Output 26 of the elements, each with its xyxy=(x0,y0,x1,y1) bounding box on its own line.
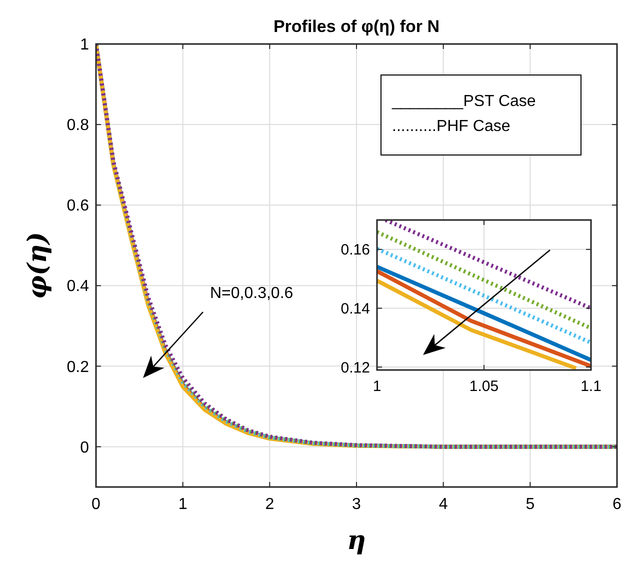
annotation: ..........PHF Case xyxy=(392,118,510,135)
x-tick-label: 4 xyxy=(438,496,448,513)
y-tick-label: 0.16 xyxy=(340,242,370,259)
x-axis-title: η xyxy=(347,526,366,556)
x-tick-label: 1 xyxy=(178,496,188,513)
y-tick-label: 0.14 xyxy=(340,300,370,318)
y-tick-label: 0.12 xyxy=(340,359,370,376)
x-tick-label: 1.1 xyxy=(580,378,602,395)
y-tick-label: 0.8 xyxy=(66,117,90,134)
x-tick-label: 1 xyxy=(372,378,382,395)
x-tick-label: 0 xyxy=(92,496,101,513)
y-tick-label: 0.6 xyxy=(66,198,90,215)
y-tick-label: 0.4 xyxy=(66,278,90,296)
x-tick-label: 5 xyxy=(526,496,535,513)
y-axis-title: φ(η) xyxy=(23,232,53,300)
x-tick-label: 6 xyxy=(612,496,622,513)
line-series xyxy=(96,44,617,449)
y-tick-label: 0 xyxy=(80,439,90,456)
x-tick-label: 2 xyxy=(265,496,274,513)
chart-title: Profiles of φ(η) for N xyxy=(273,17,440,36)
x-tick-label: 1.05 xyxy=(469,378,499,395)
annotation: N=0,0.3,0.6 xyxy=(210,285,294,302)
y-tick-label: 0.2 xyxy=(66,358,90,376)
y-tick-label: 1 xyxy=(80,36,90,54)
annotation: ________PST Case xyxy=(391,93,536,110)
x-tick-label: 3 xyxy=(352,496,362,513)
